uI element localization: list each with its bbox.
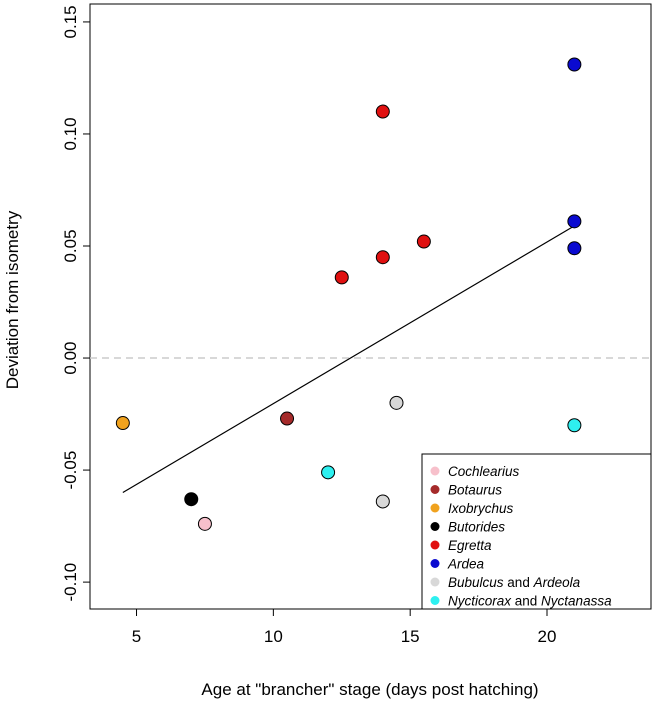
y-tick-label: 0.15	[61, 5, 80, 38]
data-point	[115, 416, 130, 431]
data-point	[197, 516, 212, 531]
plot-frame	[89, 3, 652, 610]
x-tick-label: 20	[538, 627, 557, 646]
y-tick-label: 0.00	[61, 341, 80, 374]
legend-label-part: Butorides	[448, 520, 505, 535]
y-tick-label: -0.05	[61, 451, 80, 490]
regression-line	[122, 225, 575, 493]
x-tick-label: 15	[401, 627, 420, 646]
legend-label: Botaurus	[448, 483, 502, 498]
legend-marker	[430, 485, 440, 494]
legend-label-part: and	[511, 594, 541, 609]
data-point	[389, 395, 404, 410]
legend-label-part: Ardeola	[533, 575, 581, 590]
data-point	[416, 234, 431, 249]
data-point	[280, 411, 295, 426]
legend-label-part: and	[504, 575, 534, 590]
legend-label: Ixobrychus	[448, 501, 514, 516]
legend: Cochlearius Botaurus Ixobrychus Butorides Eg…	[421, 453, 652, 610]
x-tick-label: 10	[264, 627, 283, 646]
data-point	[184, 492, 199, 507]
legend-label-part: Nyctanassa	[541, 594, 612, 609]
legend-marker	[430, 559, 440, 568]
legend-marker	[430, 596, 440, 605]
legend-label-part: Egretta	[448, 538, 492, 553]
data-point	[567, 241, 582, 256]
legend-label: Cochlearius	[448, 464, 520, 479]
y-tick-label: 0.10	[61, 117, 80, 150]
legend-label: Egretta	[448, 538, 492, 553]
legend-label-part: Ixobrychus	[448, 501, 514, 516]
legend-box	[421, 453, 652, 610]
data-point	[334, 270, 349, 285]
legend-label: Ardea	[447, 557, 485, 572]
data-point	[375, 104, 390, 119]
y-axis-title: Deviation from isometry	[3, 210, 22, 389]
legend-label-part: Cochlearius	[448, 464, 520, 479]
y-tick-label: 0.05	[61, 229, 80, 262]
x-axis-title: Age at "brancher" stage (days post hatch…	[201, 680, 538, 699]
legend-marker	[430, 540, 440, 550]
data-point	[375, 250, 390, 265]
data-point	[375, 494, 390, 509]
data-points	[115, 57, 582, 531]
data-point	[567, 57, 582, 72]
data-point	[567, 418, 582, 433]
legend-marker	[430, 466, 440, 476]
data-point	[567, 214, 582, 229]
legend-label-part: Nycticorax	[448, 594, 512, 609]
legend-label-part: Botaurus	[448, 483, 502, 498]
y-tick-label: -0.10	[61, 563, 80, 602]
x-tick-label: 5	[132, 627, 141, 646]
legend-label: Nycticorax and Nyctanassa	[448, 594, 612, 609]
legend-marker	[430, 522, 440, 531]
data-point	[321, 465, 336, 480]
legend-label: Butorides	[448, 520, 505, 535]
legend-label-part: Ardea	[447, 557, 485, 572]
legend-marker	[430, 577, 440, 587]
x-axis: 5 10 15 20	[132, 609, 557, 646]
legend-marker	[430, 503, 440, 513]
y-axis: -0.10 -0.05 0.00 0.05 0.10 0.15	[61, 5, 90, 601]
legend-label: Bubulcus and Ardeola	[448, 575, 581, 590]
legend-label-part: Bubulcus	[448, 575, 504, 590]
